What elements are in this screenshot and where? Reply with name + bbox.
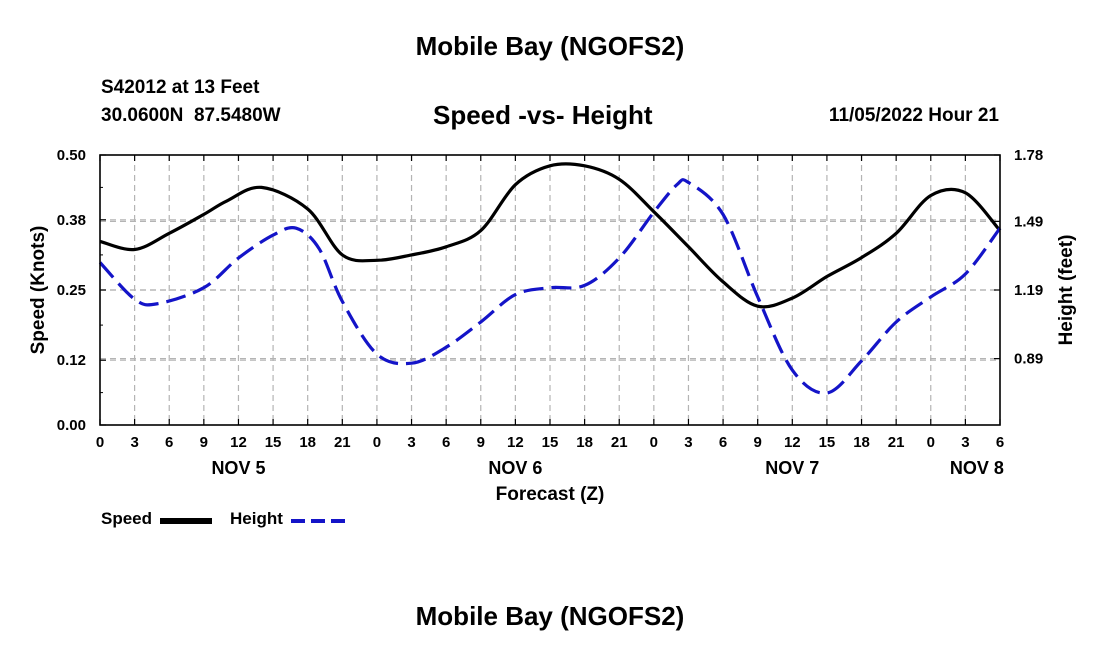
x-tick-label: 12 [230, 434, 247, 451]
y-tick-label-left: 0.50 [57, 147, 86, 164]
x-tick-label: 9 [200, 434, 208, 451]
grid-lines [100, 155, 1000, 425]
legend-height-label: Height [230, 509, 283, 528]
x-date-label: NOV 7 [765, 458, 819, 478]
x-tick-label: 18 [299, 434, 316, 451]
speed-series-line [99, 162, 1002, 309]
legend-speed-swatch [160, 518, 212, 524]
x-tick-label: 0 [927, 434, 935, 451]
x-tick-label: 12 [507, 434, 524, 451]
left-y-axis-title: Speed (Knots) [28, 226, 49, 355]
y-tick-label-left: 0.38 [57, 212, 86, 229]
axes: 0 3 6 9 12 15 18 21 0 3 6 9 12 15 18 21 0 3 6 9 12 15 18 21 0 3 6 N… [57, 147, 1043, 478]
x-tick-label: 3 [407, 434, 415, 451]
series-lines [98, 162, 1002, 395]
x-tick-label: 6 [442, 434, 450, 451]
x-tick-label: 3 [961, 434, 969, 451]
footer-title: Mobile Bay (NGOFS2) [415, 601, 685, 631]
y-tick-label-left: 0.12 [57, 352, 86, 369]
y-tick-label-right: 1.49 [1014, 213, 1043, 230]
right-y-axis-title: Height (feet) [1056, 235, 1077, 346]
x-tick-label: 6 [165, 434, 173, 451]
x-tick-label: 21 [611, 434, 628, 451]
forecast-date-label: 11/05/2022 Hour 21 [828, 105, 999, 126]
height-series-line [98, 178, 1002, 395]
y-tick-label-left: 0.25 [57, 282, 86, 299]
x-tick-label: 0 [650, 434, 658, 451]
x-tick-label: 18 [853, 434, 870, 451]
x-tick-label: 0 [373, 434, 381, 451]
coordinates-label: 30.0600N 87.5480W [101, 105, 281, 126]
x-date-label: NOV 5 [211, 458, 265, 478]
page-title: Mobile Bay (NGOFS2) [415, 31, 685, 61]
x-tick-label: 21 [334, 434, 351, 451]
y-tick-label-right: 0.89 [1014, 351, 1043, 368]
x-tick-label: 12 [784, 434, 801, 451]
station-label: S42012 at 13 Feet [101, 77, 260, 98]
x-date-label: NOV 6 [488, 458, 542, 478]
x-tick-label: 18 [576, 434, 593, 451]
x-tick-label: 15 [265, 434, 282, 451]
x-tick-label: 0 [96, 434, 104, 451]
x-tick-label: 9 [477, 434, 485, 451]
x-tick-label: 3 [130, 434, 138, 451]
x-tick-label: 3 [684, 434, 692, 451]
x-tick-label: 6 [719, 434, 727, 451]
chart-title: Speed -vs- Height [433, 100, 653, 130]
x-date-label: NOV 8 [950, 458, 1004, 478]
x-axis-title: Forecast (Z) [496, 484, 605, 505]
x-tick-label: 9 [754, 434, 762, 451]
legend-height-swatch [291, 519, 345, 523]
x-tick-label: 6 [996, 434, 1004, 451]
x-tick-label: 15 [542, 434, 559, 451]
y-tick-label-right: 1.19 [1014, 282, 1043, 299]
speed-vs-height-chart: 0 3 6 9 12 15 18 21 0 3 6 9 12 15 18 21 0 3 6 9 12 15 18 21 0 3 6 N… [28, 147, 1077, 505]
y-tick-label-right: 1.78 [1014, 147, 1043, 164]
x-tick-label: 21 [888, 434, 905, 451]
x-tick-label: 15 [819, 434, 836, 451]
y-tick-label-left: 0.00 [57, 417, 86, 434]
legend-speed-label: Speed [101, 509, 153, 528]
